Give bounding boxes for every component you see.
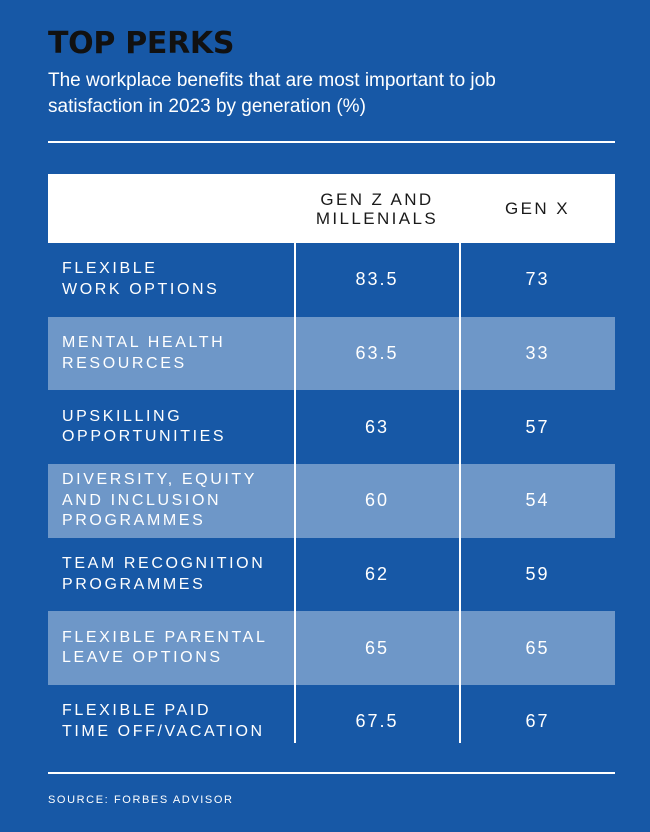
table-body: FLEXIBLE WORK OPTIONS 83.5 73 MENTAL HEALTH R… [48, 243, 615, 759]
row-label-line: PROGRAMMES [62, 575, 206, 593]
table-header: GEN Z AND MILLENIALS GEN X [48, 174, 615, 243]
column-divider-1 [294, 243, 296, 743]
perks-table: GEN Z AND MILLENIALS GEN X FLEXIBLE WORK … [48, 174, 615, 759]
value-gen-x: 54 [525, 490, 550, 511]
header-line: MILLENIALS [315, 208, 439, 228]
top-divider [48, 141, 615, 143]
chart-title: TOP PERKS [48, 26, 235, 61]
header-gen-x: GEN X [460, 199, 615, 218]
row-label-line: TIME OFF/VACATION [62, 722, 265, 740]
row-label-line: FLEXIBLE [62, 260, 158, 278]
row-label: MENTAL HEALTH RESOURCES [48, 333, 294, 374]
row-label: UPSKILLING OPPORTUNITIES [48, 407, 294, 448]
table-row: FLEXIBLE WORK OPTIONS 83.5 73 [48, 243, 615, 317]
row-label-line: DIVERSITY, EQUITY [62, 471, 258, 489]
chart-subtitle: The workplace benefits that are most imp… [48, 70, 496, 117]
table-row: TEAM RECOGNITION PROGRAMMES 62 59 [48, 538, 615, 612]
header-line: GEN X [505, 199, 570, 218]
row-label-line: LEAVE OPTIONS [62, 649, 223, 667]
row-label-line: MENTAL HEALTH [62, 334, 226, 352]
row-label-line: TEAM RECOGNITION [62, 555, 266, 573]
row-label: TEAM RECOGNITION PROGRAMMES [48, 554, 294, 595]
row-label: FLEXIBLE PARENTAL LEAVE OPTIONS [48, 628, 294, 669]
value-gen-z-millenials: 83.5 [355, 269, 399, 290]
row-label-line: FLEXIBLE PARENTAL [62, 628, 268, 646]
row-label-line: UPSKILLING [62, 407, 183, 425]
value-gen-z-millenials: 63.5 [355, 343, 399, 364]
value-gen-z-millenials: 63 [364, 416, 390, 437]
value-gen-x: 65 [525, 637, 550, 658]
value-gen-z-millenials: 60 [364, 490, 390, 511]
bottom-divider [48, 772, 615, 774]
table-row: DIVERSITY, EQUITY AND INCLUSION PROGRAMMES… [48, 464, 615, 538]
value-gen-z-millenials: 67.5 [355, 711, 399, 732]
row-label: FLEXIBLE PAID TIME OFF/VACATION [48, 701, 294, 742]
value-gen-z-millenials: 62 [364, 564, 390, 585]
table-row: MENTAL HEALTH RESOURCES 63.5 33 [48, 316, 615, 391]
row-label-line: OPPORTUNITIES [62, 428, 227, 446]
value-gen-z-millenials: 65 [364, 637, 390, 658]
table-row: FLEXIBLE PAID TIME OFF/VACATION 67.5 67 [48, 685, 615, 759]
table-row: UPSKILLING OPPORTUNITIES 63 57 [48, 390, 615, 464]
row-label-line: PROGRAMMES [62, 512, 206, 530]
column-divider-2 [459, 243, 461, 743]
header-gen-z-millenials: GEN Z AND MILLENIALS [294, 190, 460, 228]
row-label-line: WORK OPTIONS [62, 280, 220, 298]
row-label-line: AND INCLUSION [62, 491, 222, 509]
row-label-line: RESOURCES [62, 354, 187, 372]
source-note: SOURCE: FORBES ADVISOR [48, 794, 234, 806]
value-gen-x: 67 [525, 711, 550, 732]
value-gen-x: 73 [525, 269, 550, 290]
row-label: FLEXIBLE WORK OPTIONS [48, 259, 294, 300]
table-row: FLEXIBLE PARENTAL LEAVE OPTIONS 65 65 [48, 611, 615, 686]
row-label-line: FLEXIBLE PAID [62, 702, 212, 720]
value-gen-x: 59 [525, 564, 550, 585]
value-gen-x: 33 [525, 343, 550, 364]
header-line: GEN Z AND [320, 189, 434, 209]
value-gen-x: 57 [525, 416, 550, 437]
row-label: DIVERSITY, EQUITY AND INCLUSION PROGRAMMES [48, 470, 294, 532]
